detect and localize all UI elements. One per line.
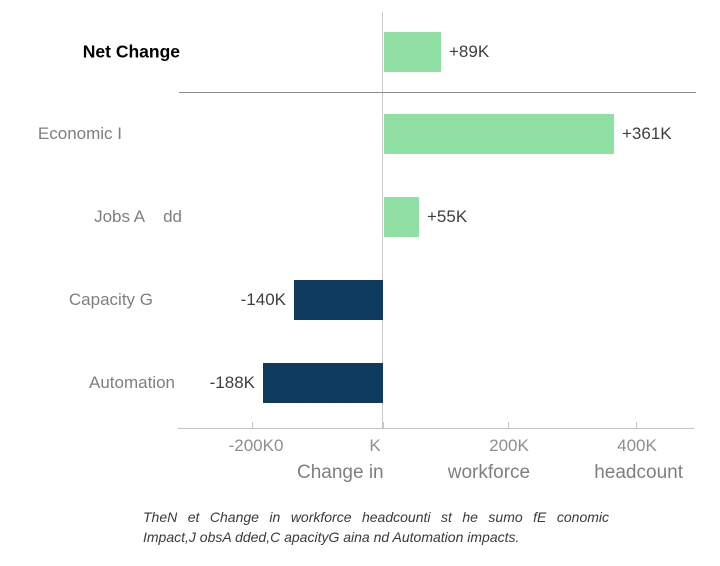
category-label-automation: Automation xyxy=(89,373,175,392)
category-label-capacity-gain: Capacity G xyxy=(68,290,153,309)
x-tick-mark xyxy=(252,422,253,428)
x-axis-title-word: Change in xyxy=(297,462,384,483)
x-tick-mark xyxy=(508,422,509,428)
bar-net-change xyxy=(384,32,441,72)
category-label-jobs-added: Jobs A dd xyxy=(94,207,182,226)
net-change-separator-line xyxy=(179,92,696,93)
x-tick-mark xyxy=(636,422,637,428)
x-tick-label: 400K xyxy=(617,436,657,455)
value-label-capacity-gain: -140K xyxy=(240,290,286,309)
x-axis-title: Change in workforce headcount xyxy=(297,462,683,484)
caption-line-2: Impact,J obsA dded,C apacityG aina nd Au… xyxy=(143,529,520,545)
value-label-jobs-added: +55K xyxy=(427,207,468,226)
zero-baseline-axis xyxy=(382,12,383,428)
x-axis-line xyxy=(178,428,694,429)
caption: TheN et Change in workforce headcounti s… xyxy=(143,507,609,547)
category-label-net-change: Net Change xyxy=(82,41,180,62)
value-label-net-change: +89K xyxy=(449,42,490,61)
x-axis-title-word: headcount xyxy=(594,462,683,483)
x-axis-title-word: workforce xyxy=(447,462,531,483)
category-label-economic-impact: Economic I xyxy=(37,124,122,143)
x-tick-label: K xyxy=(369,436,381,455)
value-label-automation: -188K xyxy=(209,373,255,392)
value-label-economic-impact: +361K xyxy=(622,124,672,143)
bar-capacity-gain xyxy=(294,280,383,320)
x-tick-mark xyxy=(383,422,384,428)
bar-jobs-added xyxy=(384,197,419,237)
x-tick-label: -200K0 xyxy=(228,436,284,455)
bar-automation xyxy=(263,363,383,403)
x-tick-label: 200K xyxy=(489,436,529,455)
caption-line-1: TheN et Change in workforce headcounti s… xyxy=(143,509,609,525)
bar-economic-impact xyxy=(384,114,614,154)
